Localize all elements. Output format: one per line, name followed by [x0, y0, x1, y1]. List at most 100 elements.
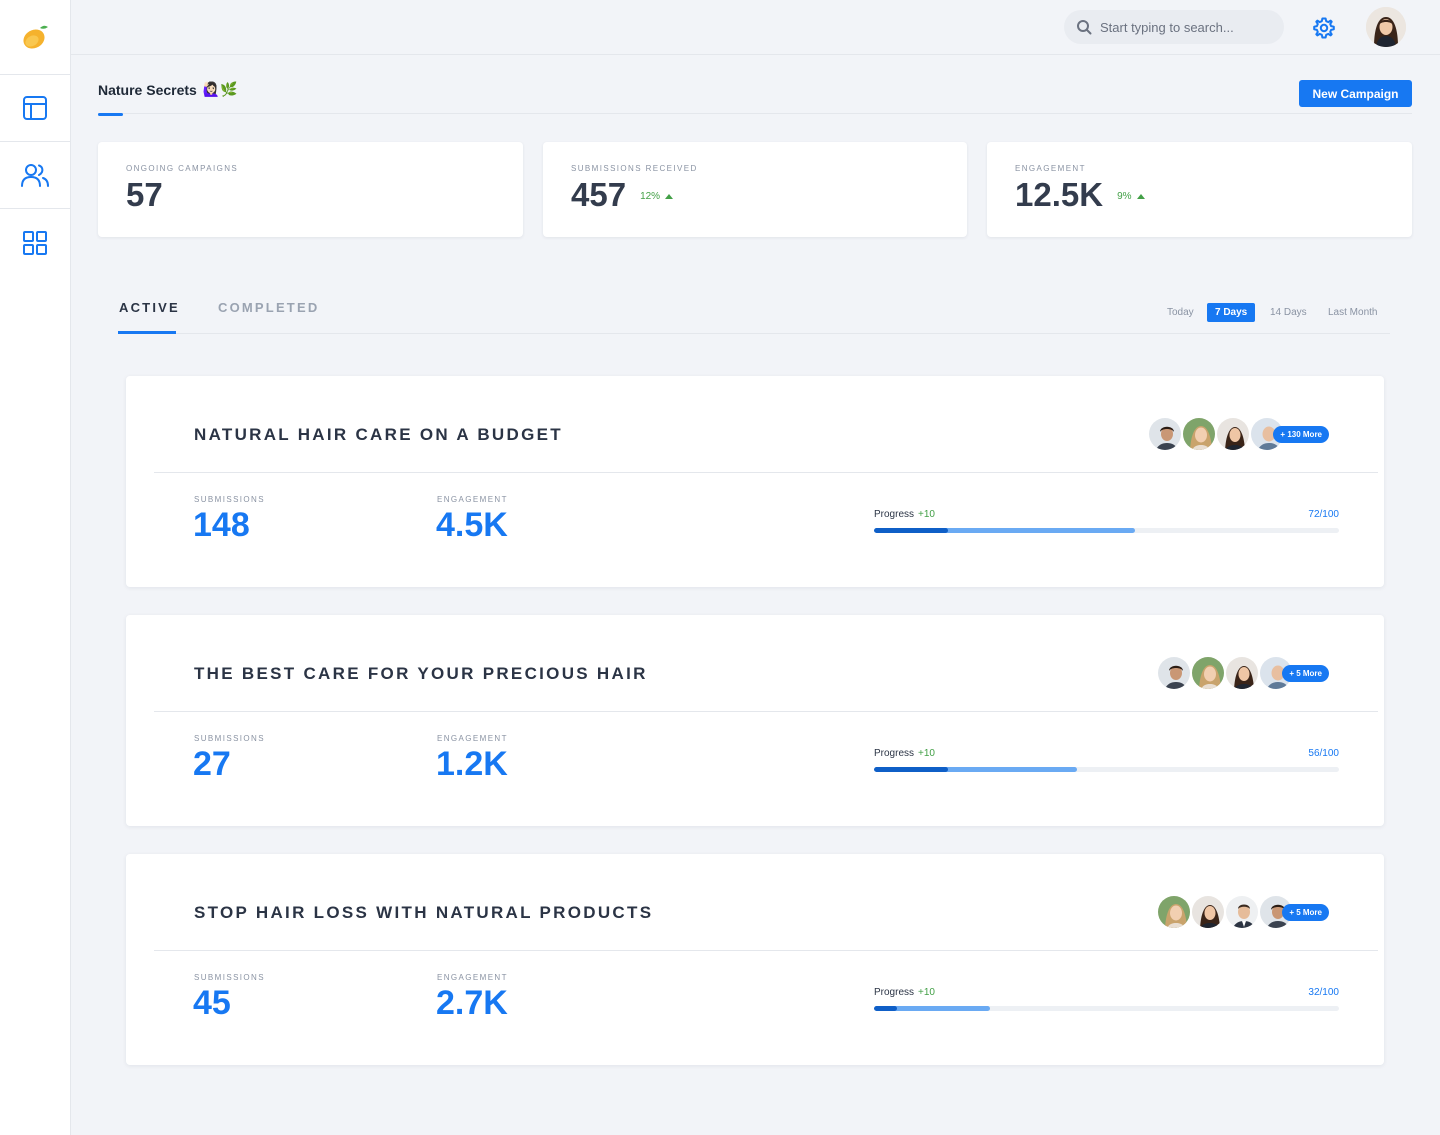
participant-avatars[interactable]: + 5 More: [1156, 894, 1329, 930]
submissions-value: 27: [193, 745, 231, 783]
submissions-label: SUBMISSIONS: [194, 973, 265, 982]
submissions-value: 45: [193, 984, 231, 1022]
stat-card-ongoing: ONGOING CAMPAIGNS 57: [98, 142, 523, 237]
range-last-month[interactable]: Last Month: [1328, 307, 1378, 318]
range-today[interactable]: Today: [1167, 307, 1194, 318]
campaign-card[interactable]: NATURAL HAIR CARE ON A BUDGET + 130 More…: [126, 376, 1384, 587]
stat-label: SUBMISSIONS RECEIVED: [571, 164, 698, 173]
stat-card-submissions: SUBMISSIONS RECEIVED 457 12%: [543, 142, 967, 237]
avatar: [1224, 655, 1261, 691]
top-bar: [71, 0, 1440, 55]
divider: [98, 113, 1412, 114]
progress-label: Progress +10: [874, 748, 935, 759]
trend-up-icon: [665, 194, 674, 199]
gear-icon: [1313, 17, 1335, 39]
campaign-title: THE BEST CARE FOR YOUR PRECIOUS HAIR: [194, 664, 648, 683]
stat-card-engagement: ENGAGEMENT 12.5K 9%: [987, 142, 1412, 237]
progress-label: Progress +10: [874, 509, 935, 520]
avatar: [1249, 416, 1286, 452]
new-campaign-button[interactable]: New Campaign: [1299, 80, 1412, 107]
stat-label: ENGAGEMENT: [1015, 164, 1086, 173]
avatar: [1224, 894, 1261, 930]
trend-up-icon: [1136, 194, 1145, 199]
participant-avatars[interactable]: + 5 More: [1156, 655, 1329, 691]
card-divider: [154, 472, 1378, 473]
tab-completed[interactable]: COMPLETED: [218, 300, 320, 315]
avatar: [1147, 416, 1184, 452]
card-divider: [154, 950, 1378, 951]
tabs-divider: [118, 333, 1390, 334]
submissions-value: 148: [193, 506, 250, 544]
engagement-label: ENGAGEMENT: [437, 734, 508, 743]
progress-fill: [874, 767, 1078, 772]
sidebar-item-users[interactable]: [0, 142, 70, 209]
avatar: [1190, 894, 1227, 930]
brand-emoji: 🙋🏻‍♀️🌿: [202, 81, 238, 97]
campaign-title: STOP HAIR LOSS WITH NATURAL PRODUCTS: [194, 903, 654, 922]
stat-delta: 12%: [640, 191, 674, 202]
stat-value: 12.5K: [1015, 176, 1104, 213]
avatar: [1215, 416, 1252, 452]
progress-label-text: Progress: [874, 748, 915, 759]
progress-fill: [874, 1006, 991, 1011]
progress-recent-fill: [874, 767, 949, 772]
avatar: [1156, 655, 1193, 691]
progress-count: 56/100: [1308, 748, 1339, 759]
progress-bar: [874, 1006, 1339, 1011]
user-avatar[interactable]: [1366, 7, 1406, 47]
search-box[interactable]: [1064, 10, 1284, 44]
more-participants-badge[interactable]: + 5 More: [1282, 903, 1329, 921]
progress-label: Progress +10: [874, 987, 935, 998]
progress-label-text: Progress: [874, 509, 915, 520]
progress-bar: [874, 528, 1339, 533]
brand-title: Nature Secrets 🙋🏻‍♀️🌿: [98, 81, 238, 98]
card-divider: [154, 711, 1378, 712]
range-7-days[interactable]: 7 Days: [1207, 303, 1256, 322]
more-participants-badge[interactable]: + 5 More: [1282, 664, 1329, 682]
sidebar-item-apps[interactable]: [0, 209, 70, 276]
progress-label-text: Progress: [874, 987, 915, 998]
progress-bar: [874, 767, 1339, 772]
range-14-days[interactable]: 14 Days: [1270, 307, 1307, 318]
engagement-value: 4.5K: [436, 506, 508, 544]
participant-avatars[interactable]: + 130 More: [1147, 416, 1329, 452]
progress-count: 72/100: [1308, 509, 1339, 520]
mango-logo-icon: [23, 25, 48, 49]
engagement-value: 1.2K: [436, 745, 508, 783]
campaign-title: NATURAL HAIR CARE ON A BUDGET: [194, 425, 563, 444]
search-icon: [1077, 20, 1092, 35]
more-participants-badge[interactable]: + 130 More: [1273, 425, 1329, 443]
avatar: [1181, 416, 1218, 452]
progress-delta: +10: [918, 748, 935, 759]
logo[interactable]: [0, 0, 70, 75]
stat-value: 57: [126, 176, 163, 213]
search-input[interactable]: [1100, 19, 1270, 35]
progress-delta: +10: [918, 987, 935, 998]
brand-tab-indicator: [98, 113, 123, 116]
progress-count: 32/100: [1308, 987, 1339, 998]
grid-icon: [23, 230, 47, 255]
progress-delta: +10: [918, 509, 935, 520]
engagement-label: ENGAGEMENT: [437, 495, 508, 504]
avatar: [1190, 655, 1227, 691]
stat-value: 457: [571, 176, 627, 213]
progress-recent-fill: [874, 1006, 898, 1011]
campaign-card[interactable]: THE BEST CARE FOR YOUR PRECIOUS HAIR + 5…: [126, 615, 1384, 826]
stat-delta-value: 9%: [1117, 191, 1132, 202]
sidebar-item-layout[interactable]: [0, 75, 70, 142]
progress-fill: [874, 528, 1136, 533]
stat-delta-value: 12%: [640, 191, 661, 202]
engagement-label: ENGAGEMENT: [437, 973, 508, 982]
avatar: [1156, 894, 1193, 930]
tab-active[interactable]: ACTIVE: [119, 300, 180, 315]
tab-indicator: [118, 331, 176, 334]
campaign-card[interactable]: STOP HAIR LOSS WITH NATURAL PRODUCTS + 5…: [126, 854, 1384, 1065]
settings-button[interactable]: [1312, 16, 1336, 45]
submissions-label: SUBMISSIONS: [194, 495, 265, 504]
stat-delta: 9%: [1117, 191, 1145, 202]
sidebar: [0, 0, 71, 1135]
stat-label: ONGOING CAMPAIGNS: [126, 164, 239, 173]
progress-recent-fill: [874, 528, 949, 533]
users-icon: [21, 164, 49, 187]
submissions-label: SUBMISSIONS: [194, 734, 265, 743]
